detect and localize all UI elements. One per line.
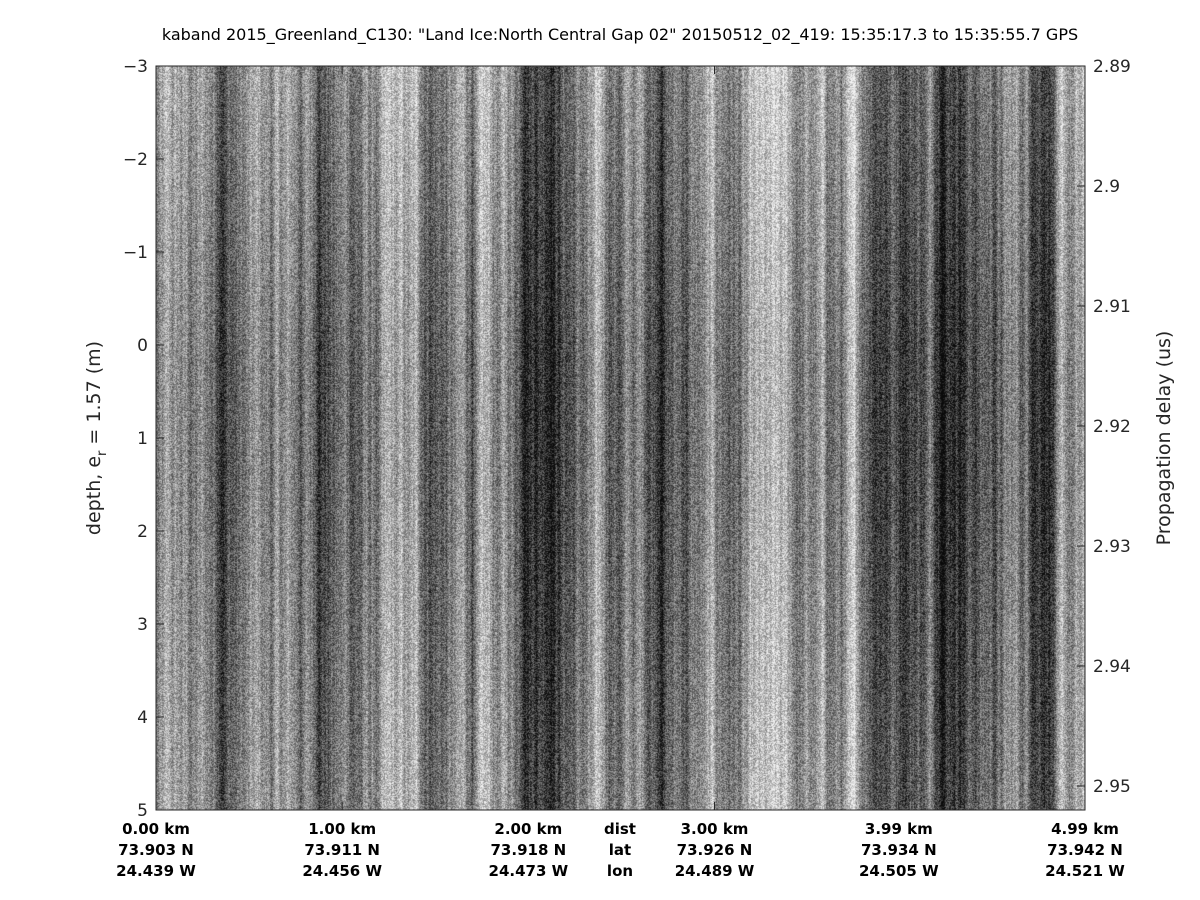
- x-tick-label-dist: 1.00 km: [308, 820, 376, 838]
- y-tick-label-left: 2: [137, 522, 148, 542]
- y-tick-label-left: 5: [137, 801, 148, 821]
- y-tick-label-right: 2.93: [1093, 537, 1131, 557]
- y-tick-label-left: −3: [123, 57, 148, 77]
- x-tick-label-dist: 2.00 km: [494, 820, 562, 838]
- x-row-label-dist: dist: [604, 820, 636, 838]
- x-tick-label-lat: 73.934 N: [861, 841, 937, 859]
- y-tick-label-left: 1: [137, 429, 148, 449]
- x-tick-label-lon: 24.505 W: [859, 862, 939, 880]
- x-tick-label-lon: 24.439 W: [116, 862, 196, 880]
- x-tick-label-lat: 73.903 N: [118, 841, 194, 859]
- echogram-image: [156, 66, 1085, 810]
- x-tick-label-lat: 73.911 N: [304, 841, 380, 859]
- y-tick-label-right: 2.92: [1093, 417, 1131, 437]
- y-axis-label-left: depth, er = 1.57 (m): [83, 341, 110, 535]
- y-tick-label-left: −1: [123, 243, 148, 263]
- x-row-label-lon: lon: [607, 862, 633, 880]
- y-tick-label-right: 2.94: [1093, 657, 1131, 677]
- x-tick-label-lon: 24.473 W: [489, 862, 569, 880]
- x-row-label-lat: lat: [609, 841, 631, 859]
- y-axis-label-right: Propagation delay (us): [1153, 331, 1175, 546]
- y-tick-label-right: 2.95: [1093, 777, 1131, 797]
- x-tick-label-lat: 73.942 N: [1047, 841, 1123, 859]
- x-tick-label-dist: 3.00 km: [681, 820, 749, 838]
- y-tick-label-left: 3: [137, 615, 148, 635]
- x-tick-label-lat: 73.926 N: [677, 841, 753, 859]
- x-tick-label-lon: 24.521 W: [1045, 862, 1125, 880]
- x-tick-label-lat: 73.918 N: [491, 841, 567, 859]
- x-tick-label-dist: 0.00 km: [122, 820, 190, 838]
- x-tick-label-lon: 24.489 W: [675, 862, 755, 880]
- chart-title: kaband 2015_Greenland_C130: "Land Ice:No…: [162, 25, 1078, 45]
- y-tick-label-right: 2.9: [1093, 177, 1120, 197]
- x-tick-label-lon: 24.456 W: [302, 862, 382, 880]
- y-tick-label-right: 2.91: [1093, 297, 1131, 317]
- y-tick-label-right: 2.89: [1093, 57, 1131, 77]
- y-tick-label-left: −2: [123, 150, 148, 170]
- y-tick-label-left: 0: [137, 336, 148, 356]
- plot-frame: [155, 65, 1086, 811]
- y-tick-label-left: 4: [137, 708, 148, 728]
- x-tick-label-dist: 3.99 km: [865, 820, 933, 838]
- x-tick-label-dist: 4.99 km: [1051, 820, 1119, 838]
